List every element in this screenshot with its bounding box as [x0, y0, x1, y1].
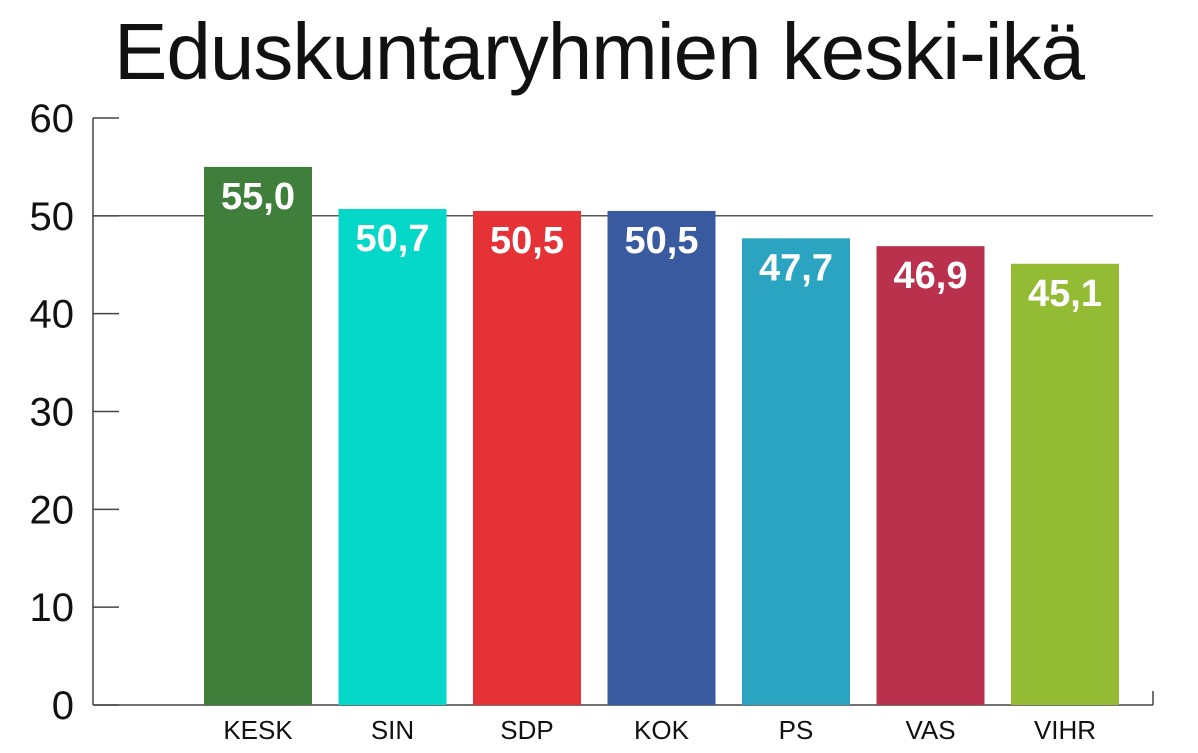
y-tick-label-40: 40 [30, 293, 75, 337]
bar-sdp [473, 210, 581, 706]
category-label-kok: KOK [634, 715, 690, 745]
category-label-sin: SIN [371, 715, 414, 745]
y-tick-label-60: 60 [30, 97, 75, 141]
bars [204, 166, 1119, 706]
y-tick-label-50: 50 [30, 195, 75, 239]
y-tick-label-10: 10 [30, 586, 75, 630]
labels: 55,0 KESK 50,7 SIN 50,5 SDP 50,5 KOK 47,7 PS 46,9 V… [221, 176, 1102, 745]
value-label-vas: 46,9 [894, 255, 968, 297]
y-tick-label-0: 0 [52, 684, 74, 728]
value-label-vihr: 45,1 [1028, 273, 1102, 315]
category-label-ps: PS [779, 715, 814, 745]
category-label-kesk: KESK [223, 715, 293, 745]
value-label-sin: 50,7 [356, 218, 430, 260]
bar-ps [742, 238, 850, 705]
value-label-kesk: 55,0 [221, 176, 295, 218]
bar-kok [607, 210, 716, 706]
bar-vas [876, 246, 985, 705]
value-label-kok: 50,5 [625, 220, 699, 262]
value-label-ps: 47,7 [759, 247, 833, 289]
bar-sin [338, 208, 447, 706]
bar-kesk [204, 166, 312, 705]
chart-title: Eduskuntaryhmien keski-ikä [114, 7, 1085, 96]
category-label-vas: VAS [905, 715, 955, 745]
y-tick-label-20: 20 [30, 488, 75, 532]
y-tick-label-30: 30 [30, 391, 75, 435]
category-label-vihr: VIHR [1034, 715, 1096, 745]
category-label-sdp: SDP [500, 715, 553, 745]
value-label-sdp: 50,5 [490, 220, 564, 262]
bar-vihr [1011, 263, 1119, 705]
